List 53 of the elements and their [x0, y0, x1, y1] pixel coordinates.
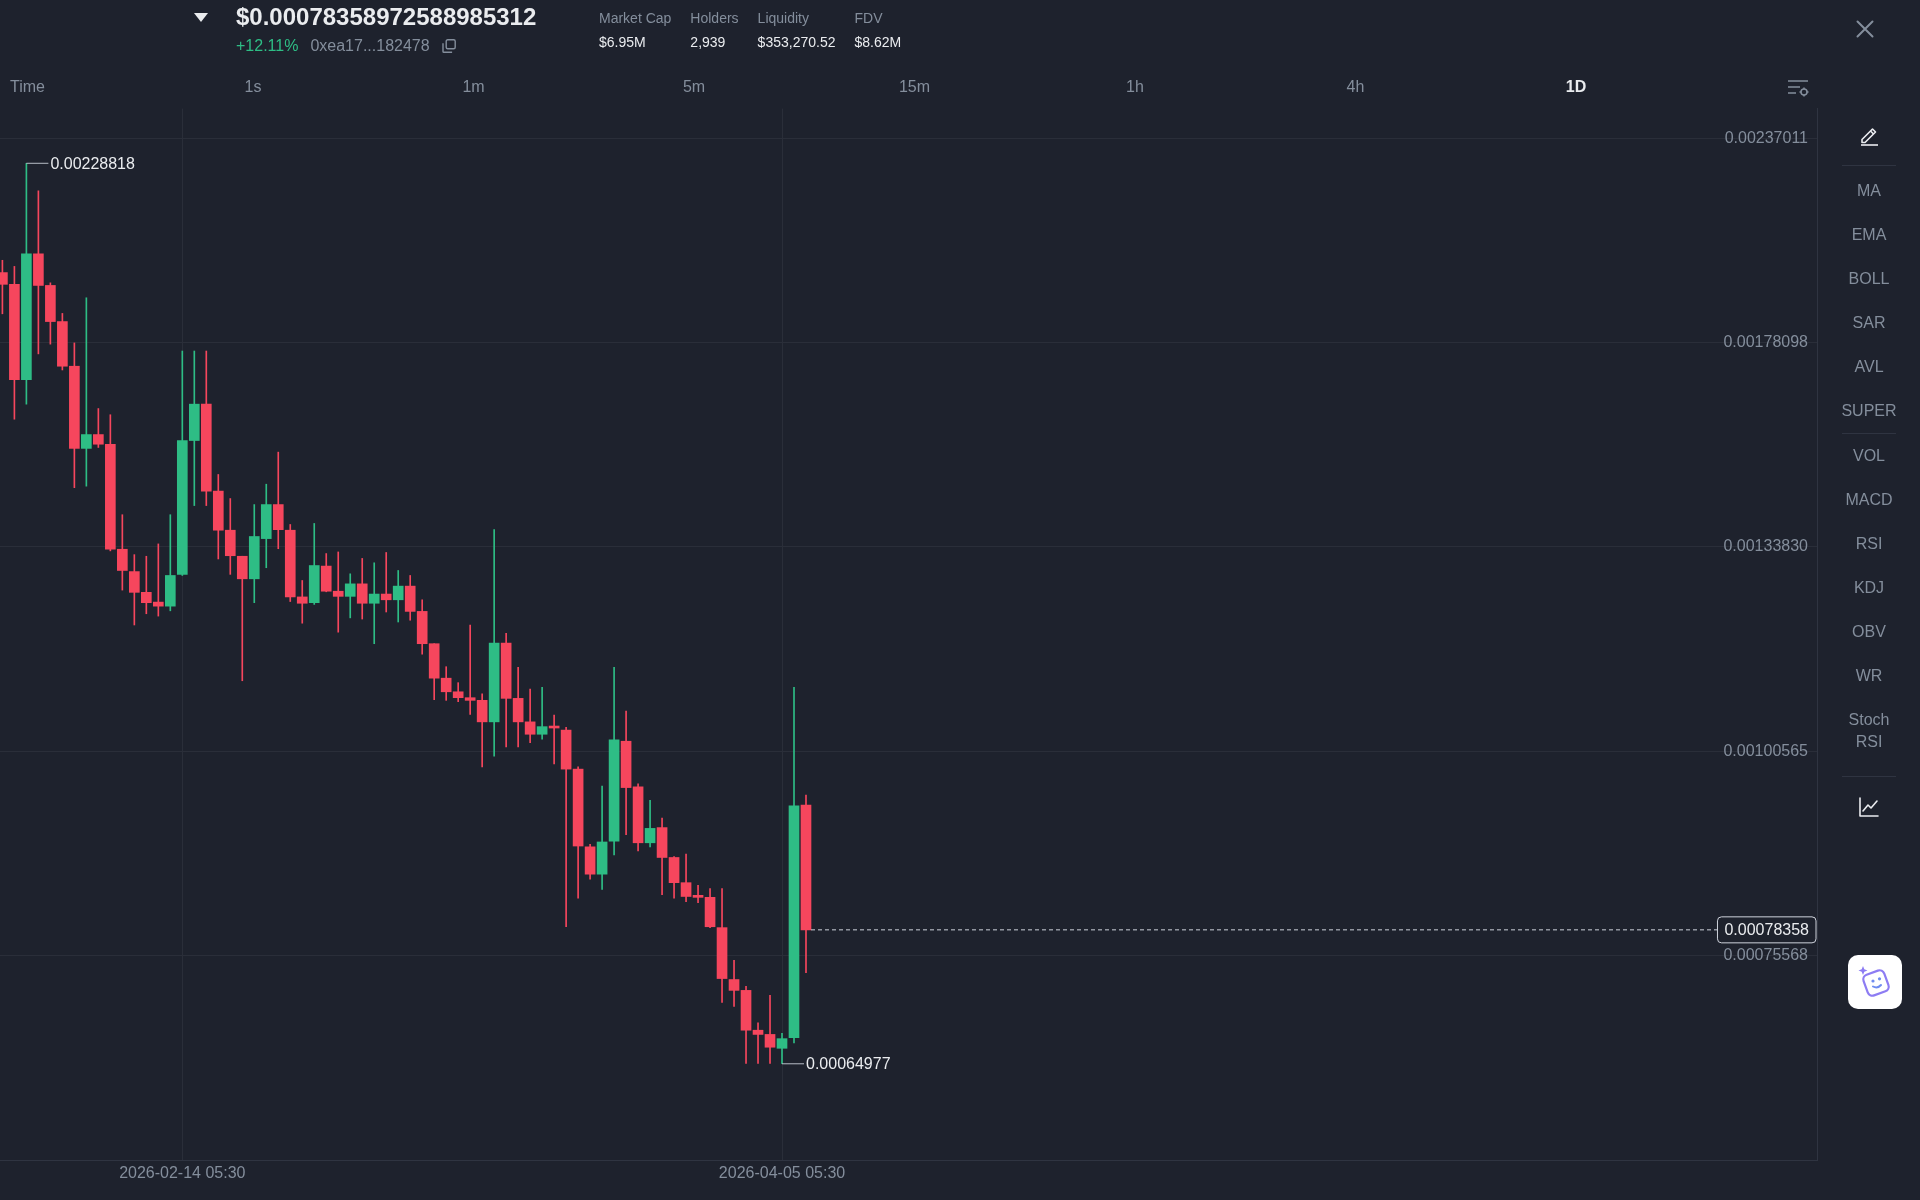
y-tick-label: 0.00100565 [1723, 741, 1809, 759]
y-tick-label: 0.00075568 [1723, 946, 1809, 964]
text: 1s [244, 77, 262, 97]
y-tick-label: 0.00237011 [1724, 128, 1809, 146]
y-tick-label: 0.00178098 [1723, 332, 1809, 350]
annotation: 0.00064977 [806, 1055, 891, 1073]
text: 1h [1126, 77, 1144, 97]
text: Market Cap [599, 9, 672, 27]
text: BOLL [1848, 269, 1890, 289]
text: Liquidity [757, 9, 810, 27]
candlestick [536, 686, 548, 740]
candlestick [368, 562, 380, 645]
text: Time [10, 77, 45, 97]
candlestick [752, 1022, 764, 1064]
text: Stoch RSI [1847, 710, 1891, 752]
candlestick [524, 688, 536, 743]
text: $353,270.52 [757, 33, 836, 51]
candlestick [560, 727, 572, 928]
text: 1D [1565, 77, 1587, 97]
chart-subtitle: +12.11% [236, 36, 299, 56]
text: SAR [1852, 313, 1886, 333]
text: 4h [1346, 77, 1365, 97]
text: OBV [1852, 622, 1886, 642]
text: SUPER [1841, 401, 1897, 421]
text: Holders [690, 9, 739, 27]
text: EMA [1851, 225, 1887, 245]
candlestick [380, 552, 392, 613]
text: 0xea17...182478 [310, 36, 430, 56]
candlestick [236, 555, 248, 682]
text: FDV [854, 9, 884, 27]
y-tick-label: 0.00133830 [1723, 537, 1809, 555]
text: MA [1857, 181, 1881, 201]
text: 5m [682, 77, 706, 97]
candlestick [296, 580, 308, 624]
text: 2,939 [690, 33, 727, 51]
text: 1m [462, 77, 485, 97]
candlestick [692, 884, 704, 903]
candlestick [728, 959, 740, 1007]
text: AVL [1854, 357, 1884, 377]
text: $6.95M [599, 33, 647, 51]
text: RSI [1855, 534, 1883, 554]
text: $8.62M [854, 33, 902, 51]
candlestick [764, 995, 776, 1064]
x-tick-label: 2026-04-05 05:30 [718, 1164, 846, 1182]
annotation: 0.00228818 [50, 154, 136, 172]
text: 15m [898, 77, 931, 97]
text: VOL [1852, 446, 1885, 466]
text: MACD [1845, 490, 1893, 510]
chart-title: $0.00078358972588985312 [236, 3, 537, 31]
ref-line-label: 0.00078358 [1724, 921, 1810, 939]
text: WR [1855, 666, 1883, 686]
x-tick-label: 2026-02-14 05:30 [119, 1164, 246, 1182]
text: KDJ [1853, 578, 1885, 598]
